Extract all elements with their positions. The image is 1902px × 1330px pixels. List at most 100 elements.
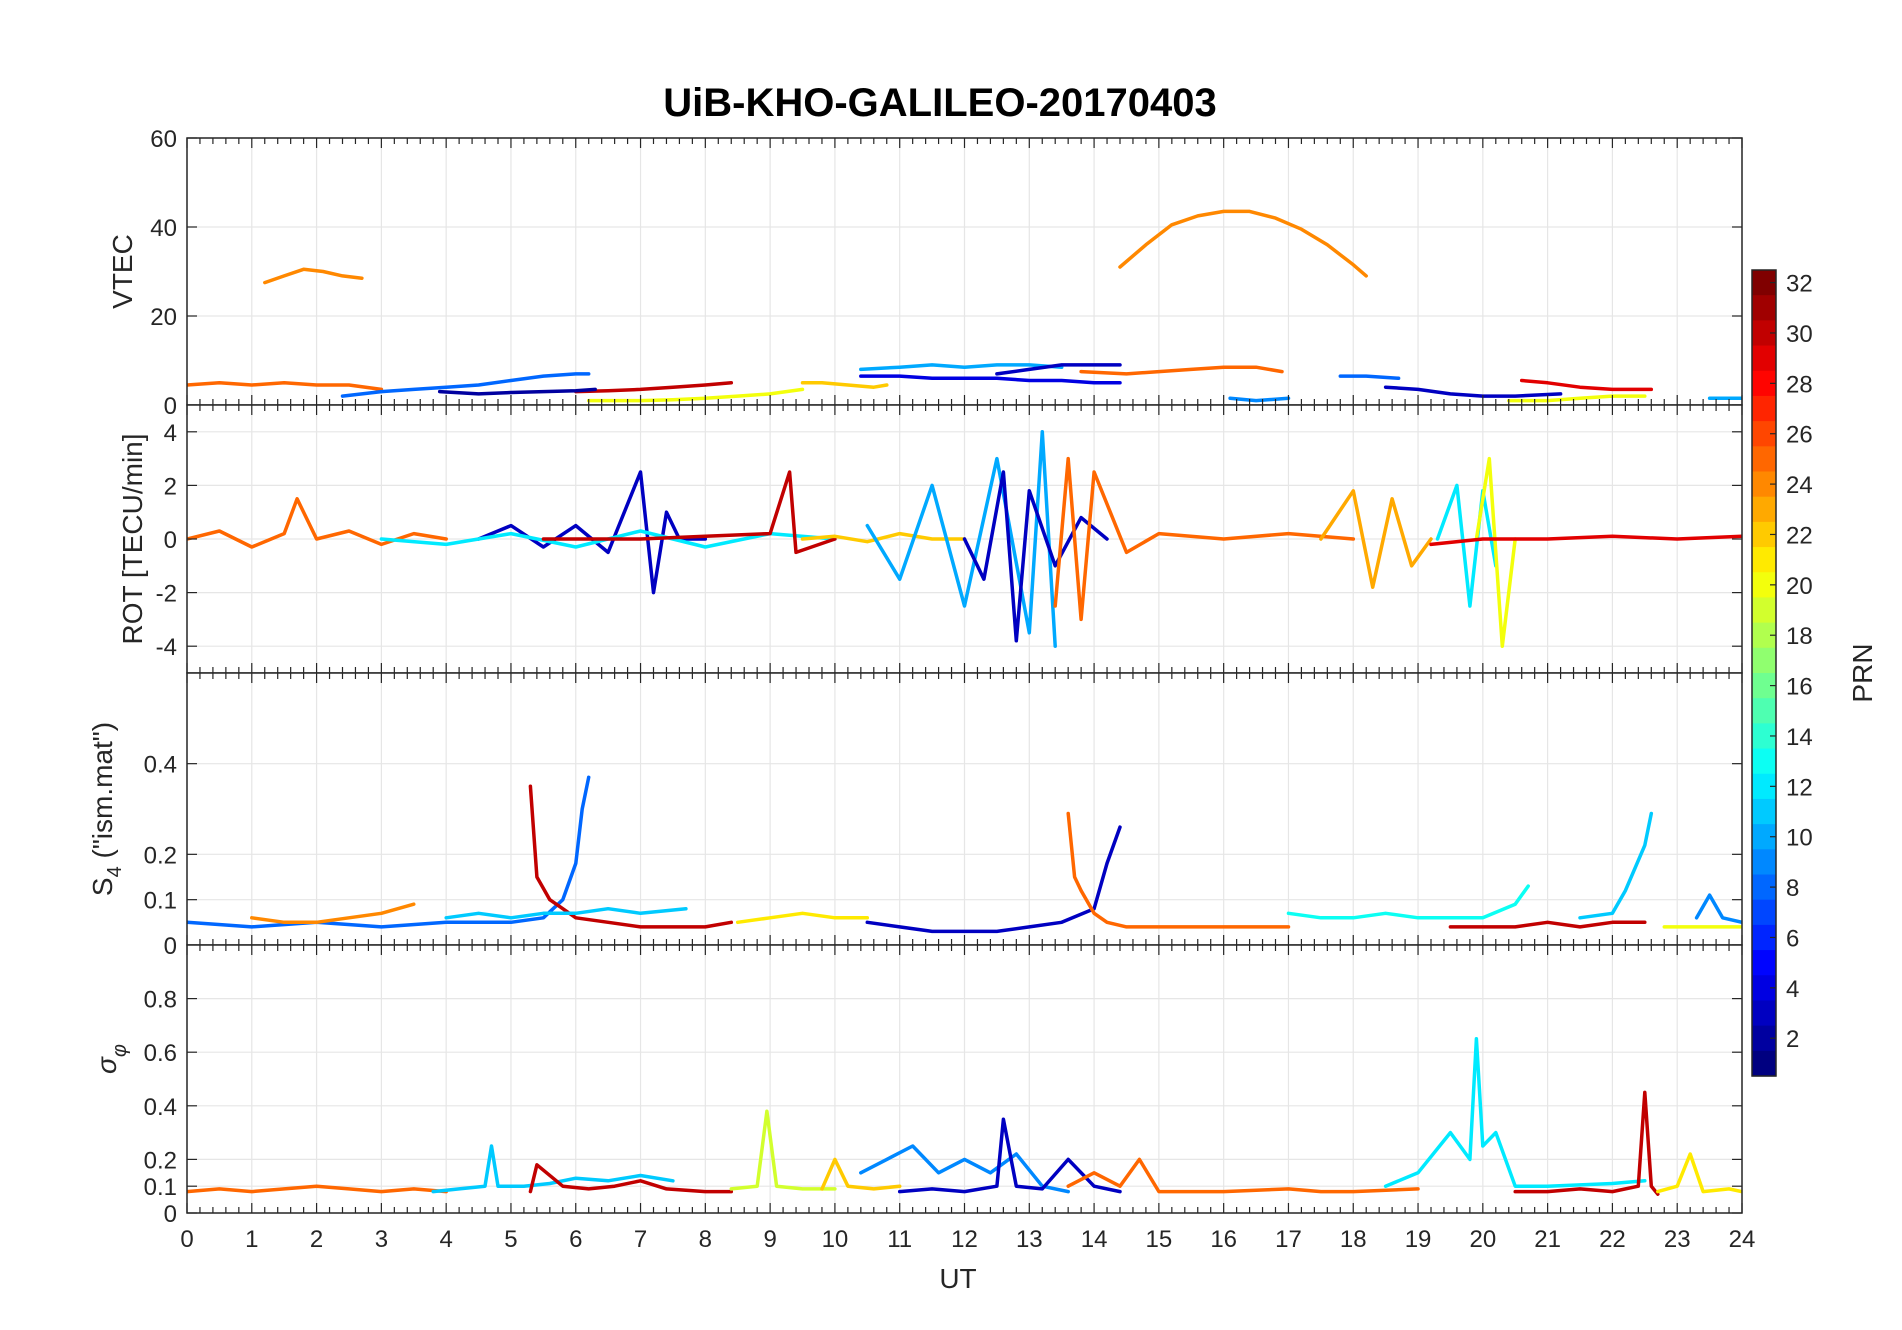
series-line-prn-20 [1474,456,1517,648]
x-tick-label: 14 [1081,1226,1108,1253]
colorbar-segment [1752,748,1776,775]
colorbar-segment [1752,1000,1776,1027]
x-tick-label: 17 [1275,1226,1302,1253]
x-axis-label: UT [939,1263,976,1294]
y-tick-label: -4 [156,634,177,661]
series-line-prn-12 [1383,1037,1647,1188]
colorbar-segment [1752,899,1776,926]
series-line-prn-11 [444,906,688,920]
series-line-prn-8 [340,372,591,398]
series-line-prn-9 [1228,396,1291,403]
series-line-prn-3 [897,1117,1122,1194]
series-line-prn-3 [995,363,1122,376]
series-line-prn-30 [528,784,734,929]
series-line-prn-12 [1435,483,1498,608]
x-tick-label: 24 [1729,1226,1756,1253]
colorbar-segment [1752,295,1776,321]
y-tick-label: 0.2 [144,1147,177,1174]
x-tick-label: 8 [699,1226,712,1253]
series-line-prn-4 [859,374,1122,385]
series-group [187,1037,1742,1196]
y-tick-label: 0 [164,393,177,420]
y-tick-label: 2 [164,473,177,500]
series-line-prn-29 [1519,378,1654,392]
x-tick-label: 11 [887,1226,912,1253]
colorbar-tick-label: 8 [1786,875,1799,902]
series-line-prn-11 [431,1144,675,1194]
x-tick-label: 6 [569,1226,582,1253]
series-line-prn-8 [1338,374,1401,381]
series-line-prn-21 [1656,1152,1742,1194]
x-tick-label: 12 [951,1226,978,1253]
colorbar-tick-label: 26 [1786,422,1813,449]
subplot-3: 0 0.1 0.2 0.4 S4 ("ism.mat") [87,672,1743,960]
y-axis-label: S4 ("ism.mat") [87,722,126,896]
y-tick-label: 0 [164,527,177,554]
series-line-prn-23 [1319,489,1433,589]
colorbar-segment [1752,950,1776,976]
colorbar-tick-label: 30 [1786,321,1813,348]
x-tick-label: 16 [1210,1226,1237,1253]
x-tick-label: 20 [1469,1226,1496,1253]
series-line-prn-30 [1513,1090,1660,1196]
colorbar-tick-label: 6 [1786,925,1799,952]
colorbar-tick-label: 14 [1786,724,1813,751]
colorbar-frame [1751,269,1777,1077]
colorbar-segment [1752,446,1776,473]
series-line-prn-9 [859,1144,1070,1194]
series-line-prn-25 [1053,456,1356,622]
series-line-prn-30 [1448,920,1647,929]
series-line-prn-19 [729,1109,837,1191]
colorbar-tick-label: 2 [1786,1026,1799,1053]
y-tick-label: 0.6 [144,1040,177,1067]
y-tick-label: 0.1 [144,888,177,915]
colorbar-tick-label: 10 [1786,825,1813,852]
y-tick-label: 0.2 [144,842,177,869]
series-line-prn-3 [962,470,1109,643]
colorbar-tick-label: 12 [1786,774,1813,801]
colorbar-segment [1752,698,1776,724]
y-tick-label: 4 [164,420,177,447]
colorbar-tick-label: 20 [1786,573,1813,600]
series-line-prn-30 [541,470,837,555]
x-tick-label: 1 [245,1226,258,1253]
colorbar-tick-label: 28 [1786,371,1813,398]
x-tick-label: 4 [439,1226,452,1253]
x-tick-label: 2 [310,1226,323,1253]
figure-title: UiB-KHO-GALILEO-20170403 [663,81,1216,125]
y-tick-label: 0.4 [144,752,177,779]
colorbar-segment [1752,1050,1776,1077]
x-tick-label: 3 [375,1226,388,1253]
colorbar-segment [1752,647,1776,674]
series-line-prn-3 [1383,385,1563,398]
y-tick-label: 0.4 [144,1094,177,1121]
y-tick-label: 60 [150,126,177,153]
x-tick-label: 9 [763,1226,776,1253]
x-tick-label: 19 [1405,1226,1432,1253]
x-tick-label: 23 [1664,1226,1691,1253]
colorbar-tick-label: 4 [1786,976,1799,1003]
x-tick-label: 10 [822,1226,849,1253]
colorbar-tick-label: 16 [1786,674,1813,701]
series-line-prn-3 [865,825,1122,934]
series-line-prn-25 [1079,365,1284,376]
series-line-prn-25 [187,381,384,392]
subplot-2: -4 -2 0 2 4 ROT [TECU/min] [117,404,1743,674]
series-line-prn-13 [1286,884,1530,920]
colorbar-tick-label: 18 [1786,623,1813,650]
series-line-prn-24 [1118,209,1368,278]
series-line-prn-29 [1429,534,1742,547]
y-tick-label: 20 [150,304,177,331]
colorbar-tick-label: 32 [1786,271,1813,298]
series-line-prn-22 [800,381,889,389]
x-tick-label: 22 [1599,1226,1626,1253]
y-tick-label: 0.8 [144,987,177,1014]
y-axis-label: VTEC [107,234,138,309]
series-group [187,430,1742,648]
y-tick-label: 0.1 [144,1174,177,1201]
subplot-1: 0 20 40 60 VTEC [107,126,1743,420]
series-line-prn-30 [574,381,734,394]
